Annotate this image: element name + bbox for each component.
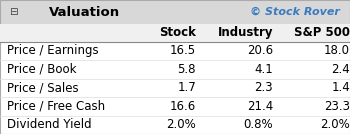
- Text: 23.3: 23.3: [324, 100, 350, 113]
- Text: 2.0%: 2.0%: [320, 118, 350, 131]
- Text: © Stock Rover: © Stock Rover: [250, 7, 340, 17]
- Text: 5.8: 5.8: [177, 63, 196, 76]
- Text: Price / Book: Price / Book: [7, 63, 77, 76]
- Bar: [0, 0, 350, 24]
- Text: Price / Sales: Price / Sales: [7, 81, 79, 94]
- Text: Stock: Stock: [159, 26, 196, 39]
- Text: 2.4: 2.4: [331, 63, 350, 76]
- Text: S&P 500: S&P 500: [294, 26, 350, 39]
- Text: 21.4: 21.4: [247, 100, 273, 113]
- Text: 1.7: 1.7: [177, 81, 196, 94]
- Text: 0.8%: 0.8%: [243, 118, 273, 131]
- Text: 16.5: 16.5: [170, 44, 196, 57]
- Text: 1.4: 1.4: [331, 81, 350, 94]
- Text: Dividend Yield: Dividend Yield: [7, 118, 92, 131]
- Text: 4.1: 4.1: [254, 63, 273, 76]
- Text: 2.0%: 2.0%: [166, 118, 196, 131]
- Text: Price / Earnings: Price / Earnings: [7, 44, 99, 57]
- Text: Valuation: Valuation: [49, 5, 120, 19]
- Text: 18.0: 18.0: [324, 44, 350, 57]
- Text: ⊟: ⊟: [9, 7, 18, 17]
- Text: 2.3: 2.3: [254, 81, 273, 94]
- Text: Industry: Industry: [217, 26, 273, 39]
- Text: 20.6: 20.6: [247, 44, 273, 57]
- Text: 16.6: 16.6: [170, 100, 196, 113]
- Bar: [0, 24, 350, 42]
- Text: Price / Free Cash: Price / Free Cash: [7, 100, 105, 113]
- Bar: [0, 24, 350, 134]
